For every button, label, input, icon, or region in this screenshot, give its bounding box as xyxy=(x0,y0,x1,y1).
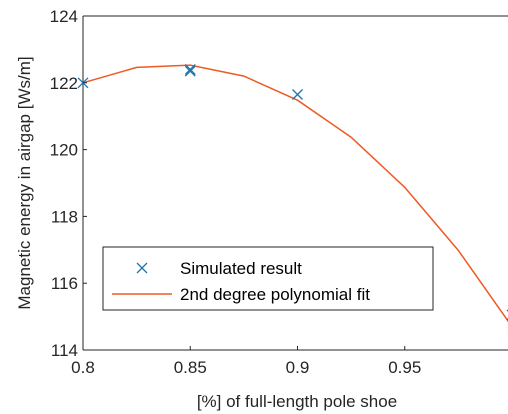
legend-marker-simulated xyxy=(136,262,148,274)
y-tick-label: 116 xyxy=(51,274,78,293)
fit-layer xyxy=(82,64,508,323)
data-point xyxy=(184,63,196,75)
tick-layer: 0.80.850.90.951114116118120122124 xyxy=(50,7,508,377)
x-tick-label: 0.9 xyxy=(286,358,310,377)
x-tick-label: 0.95 xyxy=(388,358,421,377)
fit-curve xyxy=(82,64,508,323)
y-tick-label: 114 xyxy=(51,341,78,360)
legend-label-simulated: Simulated result xyxy=(180,259,302,278)
marker-stroke xyxy=(184,63,196,75)
y-tick-label: 122 xyxy=(50,74,78,93)
legend: Simulated result 2nd degree polynomial f… xyxy=(102,246,434,311)
marker-stroke xyxy=(136,262,148,274)
marker-stroke xyxy=(292,89,303,100)
legend-box xyxy=(102,246,434,311)
y-tick-label: 120 xyxy=(50,141,78,160)
y-tick-label: 118 xyxy=(51,207,78,226)
legend-marker-glyph xyxy=(136,262,148,274)
legend-label-fit: 2nd degree polynomial fit xyxy=(180,285,370,304)
data-point xyxy=(184,65,196,77)
y-axis-label: Magnetic energy in airgap [Ws/m] xyxy=(15,56,34,309)
marker-stroke xyxy=(184,65,196,77)
x-tick-label: 0.85 xyxy=(174,358,207,377)
x-tick-label: 0.8 xyxy=(71,358,95,377)
y-tick-label: 124 xyxy=(50,7,78,26)
data-point xyxy=(292,89,303,100)
x-axis-label: [%] of full-length pole shoe xyxy=(197,392,397,411)
